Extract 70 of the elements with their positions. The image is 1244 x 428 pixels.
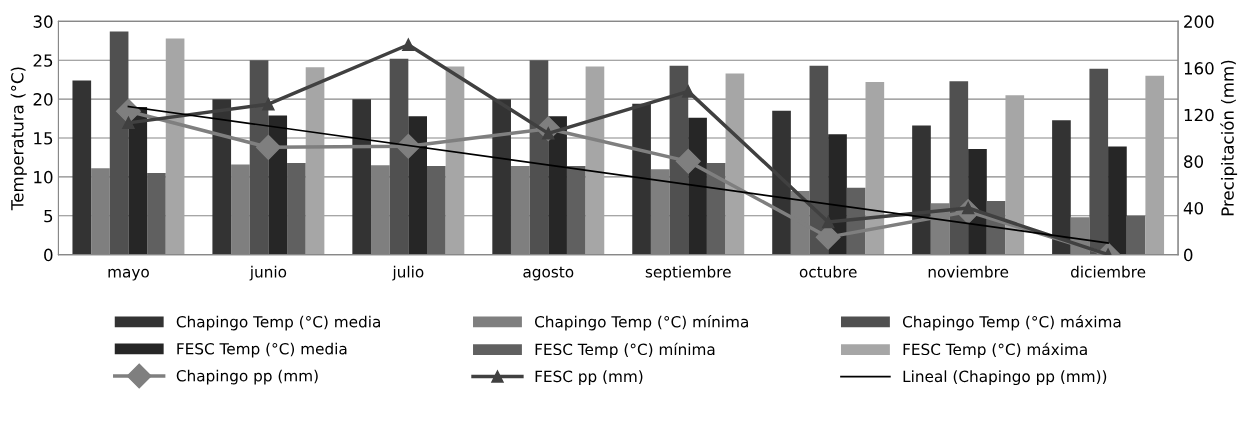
y-tick-label: 20	[33, 93, 53, 106]
y2-tick-label: 40	[1183, 201, 1204, 215]
bar	[389, 58, 409, 255]
y-tick-label: 0	[44, 248, 53, 262]
bar	[287, 162, 306, 255]
bar	[427, 166, 446, 255]
x-tick-label: julio	[392, 265, 424, 281]
legend-label: FESC Temp (°C) mínima	[535, 342, 715, 359]
y2-tick-label: 0	[1184, 248, 1193, 262]
point	[681, 85, 695, 98]
bar	[268, 115, 288, 255]
legend-label: Chapingo Temp (°C) máxima	[902, 315, 1121, 331]
bar	[1145, 75, 1165, 255]
y-tick-label: 30	[33, 15, 53, 28]
bar	[706, 162, 726, 255]
bar	[109, 31, 129, 255]
bar	[688, 117, 707, 255]
bar	[585, 66, 605, 255]
bar	[305, 67, 325, 255]
legend-label: Chapingo Temp (°C) media	[176, 315, 380, 331]
legend-label: Chapingo pp (mm)	[176, 369, 318, 385]
point	[262, 97, 275, 111]
y2-tick-label: 160	[1184, 62, 1214, 75]
y-tick-label: 5	[44, 209, 53, 223]
bar	[865, 82, 885, 255]
bar	[912, 125, 931, 255]
point	[821, 215, 835, 229]
legend-label: FESC Temp (°C) máxima	[903, 342, 1087, 359]
legend-label: Chapingo Temp (°C) mínima	[534, 315, 748, 331]
y2-tick-label: 120	[1184, 108, 1214, 122]
bar	[147, 173, 166, 255]
x-tick-label: octubre	[799, 265, 857, 278]
legend-label: Lineal (Chapingo pp (mm))	[903, 370, 1107, 386]
y-tick-label: 10	[34, 170, 53, 184]
bar	[492, 99, 511, 255]
x-tick-label: noviembre	[928, 265, 1009, 278]
legend-label: FESC pp (mm)	[535, 370, 643, 386]
x-tick-label: junio	[249, 265, 287, 281]
y-tick-label: 25	[33, 54, 53, 67]
bar	[165, 38, 185, 255]
y2-tick-label: 80	[1184, 155, 1204, 168]
y2-axis-title: Precipitación (mm)	[1220, 60, 1238, 216]
x-tick-label: diciembre	[1070, 265, 1146, 278]
bar	[725, 73, 745, 255]
bar	[1126, 215, 1146, 255]
bar	[1005, 95, 1025, 255]
bar	[632, 103, 651, 255]
bar	[72, 80, 92, 255]
point	[402, 38, 415, 51]
bar	[445, 66, 465, 255]
y-axis-title: Temperatura (°C)	[10, 67, 27, 211]
bar	[1052, 120, 1071, 255]
point	[122, 116, 135, 130]
bar	[212, 99, 232, 255]
bar	[949, 81, 969, 255]
bar	[1089, 68, 1109, 255]
legend-label: FESC Temp (°C) media	[177, 342, 347, 358]
x-tick-label: mayo	[108, 268, 149, 281]
point	[675, 148, 701, 174]
x-tick-label: agosto	[523, 266, 574, 281]
bar	[566, 166, 586, 255]
bar	[408, 116, 427, 255]
y-tick-label: 15	[34, 132, 53, 145]
point	[255, 134, 281, 160]
y2-tick-label: 200	[1184, 15, 1214, 28]
bar	[1108, 146, 1127, 255]
bar	[772, 110, 791, 255]
bar	[128, 106, 148, 255]
x-tick-label: septiembre	[645, 265, 731, 281]
bar	[352, 99, 372, 255]
